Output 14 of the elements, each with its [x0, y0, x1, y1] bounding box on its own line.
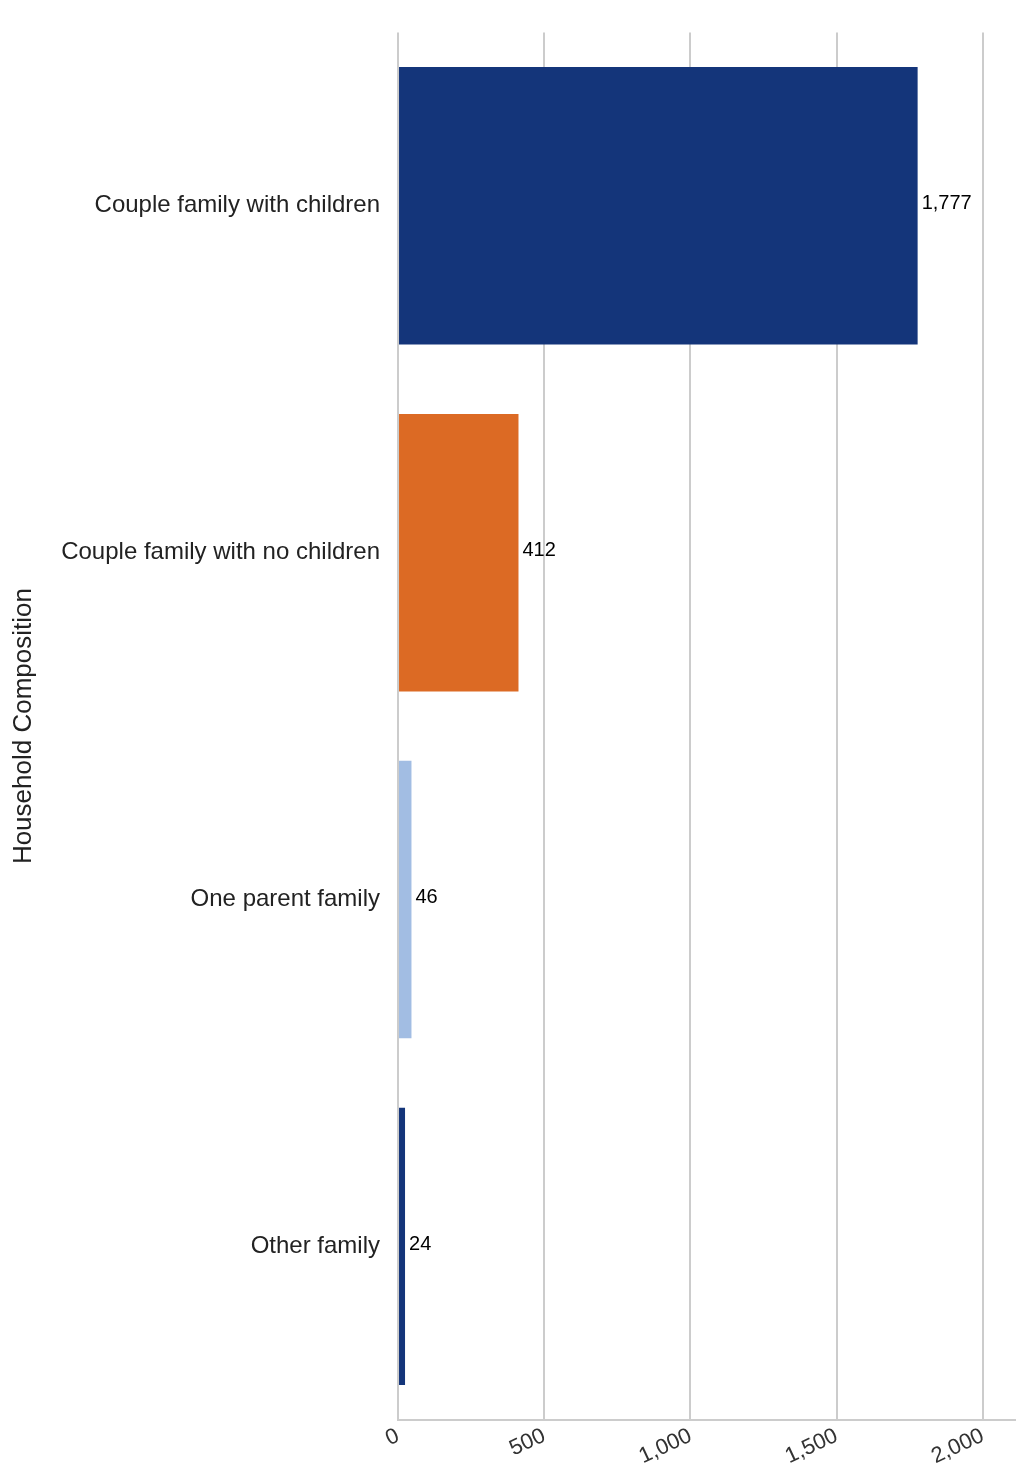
y-tick-label: One parent family	[190, 884, 381, 912]
y-tick-label: Couple family with no children	[61, 537, 381, 565]
x-tick-label: 2,000	[927, 1422, 988, 1469]
data-label: 46	[415, 885, 438, 908]
y-axis-title: Household Composition	[6, 588, 37, 865]
x-tick-label: 1,500	[780, 1422, 842, 1469]
y-tick-label: Other family	[250, 1231, 381, 1259]
data-label: 412	[522, 538, 556, 561]
x-tick-label: 500	[505, 1422, 549, 1461]
data-label: 1,777	[921, 191, 972, 214]
x-tick-label: 1,000	[634, 1422, 696, 1469]
x-tick-label: 0	[381, 1422, 403, 1450]
y-tick-label: Couple family with children	[94, 190, 381, 218]
data-label: 24	[409, 1231, 432, 1254]
